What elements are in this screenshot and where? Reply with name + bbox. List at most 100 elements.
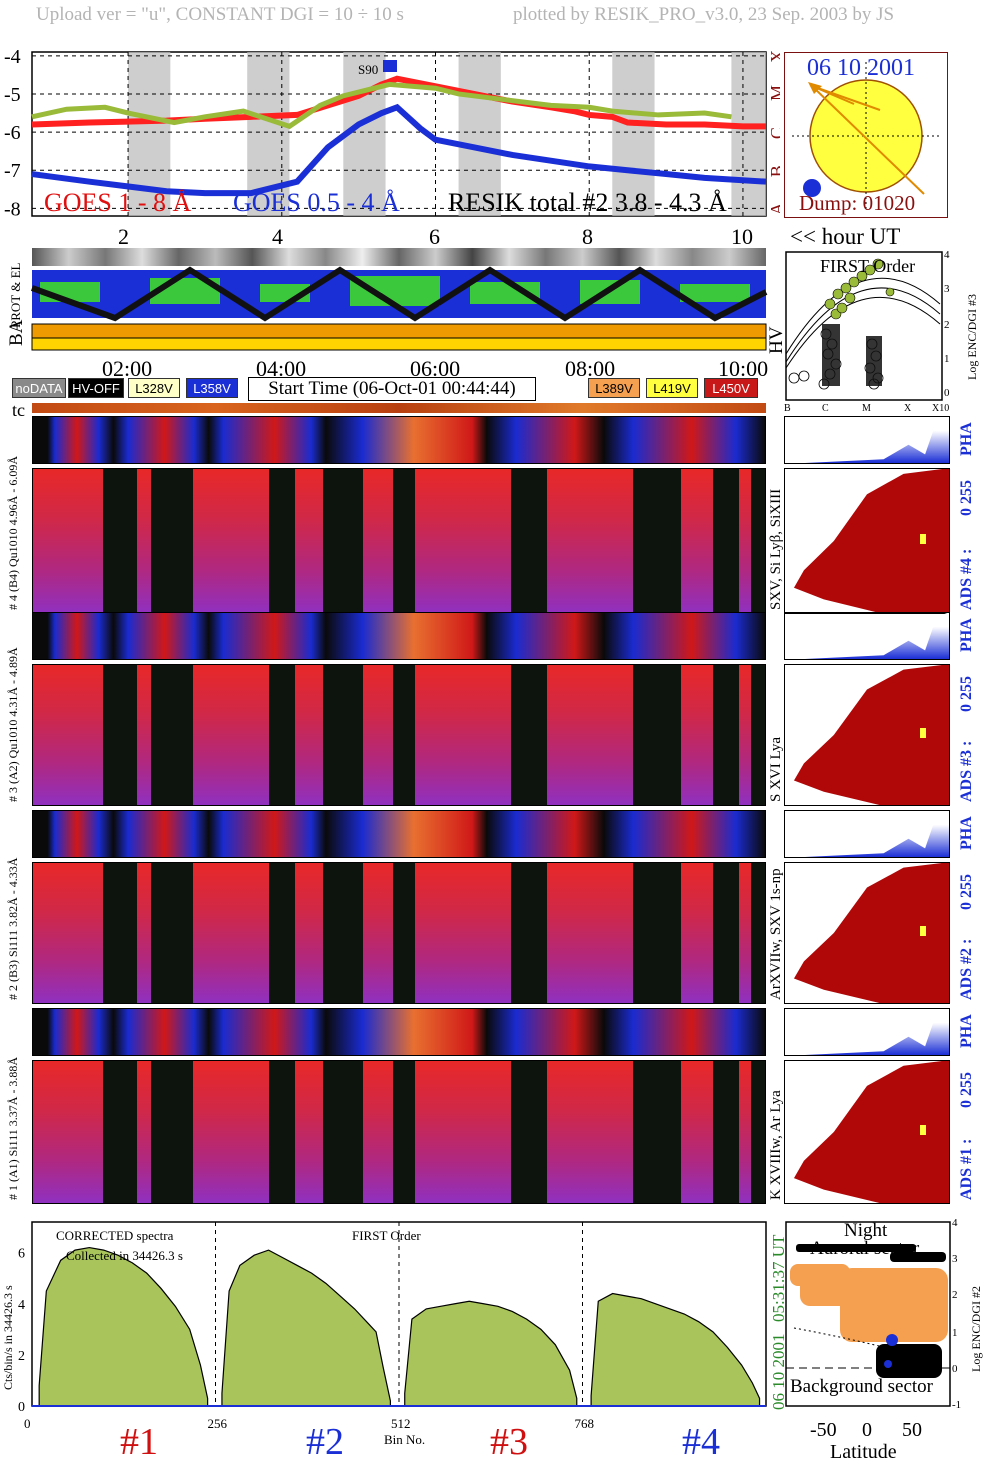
goes-class-label: X — [767, 50, 780, 63]
l419v-legend: L419V — [646, 378, 698, 398]
ads-marker — [920, 926, 926, 936]
nodata-legend: noDATA — [12, 378, 66, 398]
goes-class-label: B — [767, 165, 780, 177]
time-tick-0400: 04:00 — [256, 356, 307, 381]
first-order-ytick-1: 1 — [944, 353, 950, 365]
channel-tag-1: #1 — [120, 1421, 158, 1463]
lat-ytick-3: 3 — [952, 1253, 958, 1265]
channel-ads-frame — [784, 664, 950, 806]
channel-ads-label: ADS #1 : — [958, 1138, 975, 1200]
time-tick-0600: 06:00 — [410, 356, 461, 381]
hv-off-band — [393, 665, 415, 805]
sun-date: 06 10 2001 — [807, 55, 915, 81]
ads-marker — [920, 1125, 926, 1135]
goes-lightcurve-chart: -4 -5 -6 -7 -8 X M C B A S90 GOES 1 - 8 Å GOES 0… — [4, 46, 780, 221]
first-order-xtick-b: B — [784, 403, 791, 414]
resik-total-series — [31, 81, 732, 130]
hv-strip — [31, 337, 767, 351]
spectrum-area — [38, 1246, 209, 1407]
tc-strip — [32, 403, 766, 413]
l358v-legend: L358V — [186, 378, 238, 398]
prot-el-label: PROT & EL — [8, 262, 23, 329]
hv-off-band — [713, 1061, 739, 1203]
hv-off-band — [103, 469, 137, 613]
hv-off-band — [323, 863, 363, 1003]
channel-ads-frame — [784, 862, 950, 1004]
night-label: Night — [844, 1220, 888, 1241]
auroral-label: Auroral sector — [810, 1238, 920, 1259]
hour-tick-2: 2 — [118, 224, 129, 249]
hv-off-band — [269, 1061, 295, 1203]
hv-off-band — [323, 1061, 363, 1203]
channel-ads-label: ADS #3 : — [958, 740, 975, 802]
hv-off-band — [151, 1061, 193, 1203]
channel-ads-label: ADS #4 : — [958, 548, 975, 610]
hv-off-band — [103, 863, 137, 1003]
hv-off-band — [323, 665, 363, 805]
hv-off-band — [511, 665, 547, 805]
hv-off-band — [633, 863, 681, 1003]
ads-marker — [920, 728, 926, 738]
hv-off-band — [633, 469, 681, 613]
legend-goes-short: GOES 0.5 - 4 Å — [233, 188, 400, 217]
latitude-scatter: Night Auroral sector Background sector -… — [785, 1217, 983, 1463]
hv-off-band — [511, 863, 547, 1003]
legend-resik-total: RESIK total #2 3.8 - 4.3 Å — [448, 188, 727, 217]
lat-ylabel: Log ENC/DGI #2 — [969, 1286, 983, 1372]
hv-off-band — [393, 863, 415, 1003]
channel-wavelength-label: # 3 (A2) Qu1010 4.31Å - 4.89Å — [6, 647, 20, 802]
orbit-position-marker — [803, 179, 821, 197]
goes-ytick: -6 — [4, 122, 21, 144]
channel-spectrogram — [32, 1060, 766, 1204]
channel-pha-strip — [32, 1008, 766, 1056]
first-order-title: FIRST Order — [820, 256, 915, 276]
night-interval — [612, 52, 655, 216]
hv-off-band — [393, 469, 415, 613]
channel-pha-frame — [784, 416, 950, 464]
hv-off-band — [323, 469, 363, 613]
spectrum-xtick: 256 — [208, 1416, 228, 1431]
hv-off-band — [511, 469, 547, 613]
hv-off-band — [751, 1061, 765, 1203]
channel-ads-label: ADS #2 : — [958, 938, 975, 1000]
hv-off-band — [751, 863, 765, 1003]
channel-line-label: ArXVIIw, SXV 1s-np — [768, 868, 784, 1000]
hour-tick-6: 6 — [429, 224, 440, 249]
lat-ytick-0: 0 — [952, 1363, 958, 1375]
channel-pha-frame — [784, 810, 950, 858]
status-strips — [30, 248, 768, 351]
lat-xtick-0: 0 — [862, 1419, 872, 1441]
goes-peak-label: S90 — [358, 62, 378, 77]
channel-range-label: 0 255 — [958, 1072, 975, 1108]
channel-tag-2: #2 — [306, 1421, 344, 1463]
channel-pha-label: PHA — [958, 422, 975, 456]
spectrum-time: 05:31:37 UT — [769, 1234, 788, 1322]
hv-off-band — [751, 665, 765, 805]
hour-tick-4: 4 — [272, 224, 283, 249]
goes-short-series — [31, 103, 767, 197]
hv-off-band — [393, 1061, 415, 1203]
channel-pha-label: PHA — [958, 618, 975, 652]
first-order-ylabel: Log ENC/DGI #3 — [965, 294, 979, 380]
channel-tag-4: #4 — [682, 1421, 720, 1463]
channel-pha-strip — [32, 416, 766, 464]
spectrum-ytick: 2 — [18, 1349, 25, 1364]
ba-label: BA — [6, 319, 27, 346]
spectrum-ylabel: Cts/bin/s in 34426.3 s — [1, 1285, 15, 1390]
goes-ytick: -8 — [4, 198, 21, 220]
channel-line-label: S XVI Lya — [768, 737, 784, 802]
first-order-ytick-4: 4 — [944, 249, 950, 261]
spectrum-xtick: 512 — [391, 1416, 411, 1431]
channel-pha-strip — [32, 810, 766, 858]
spectrum-title: CORRECTED spectra — [56, 1228, 174, 1243]
lat-xtick-50: 50 — [902, 1419, 922, 1441]
start-time: Start Time (06-Oct-01 00:44:44) — [248, 377, 536, 401]
l450v-legend: L450V — [704, 378, 758, 398]
hour-tick-8: 8 — [582, 224, 593, 249]
hv-off-band — [713, 665, 739, 805]
spectrum-xtick: 768 — [575, 1416, 595, 1431]
spectrum-order: FIRST Order — [352, 1228, 421, 1243]
background-label: Background sector — [790, 1376, 934, 1397]
hv-off-band — [269, 863, 295, 1003]
spectrum-xtick: 0 — [24, 1416, 31, 1431]
